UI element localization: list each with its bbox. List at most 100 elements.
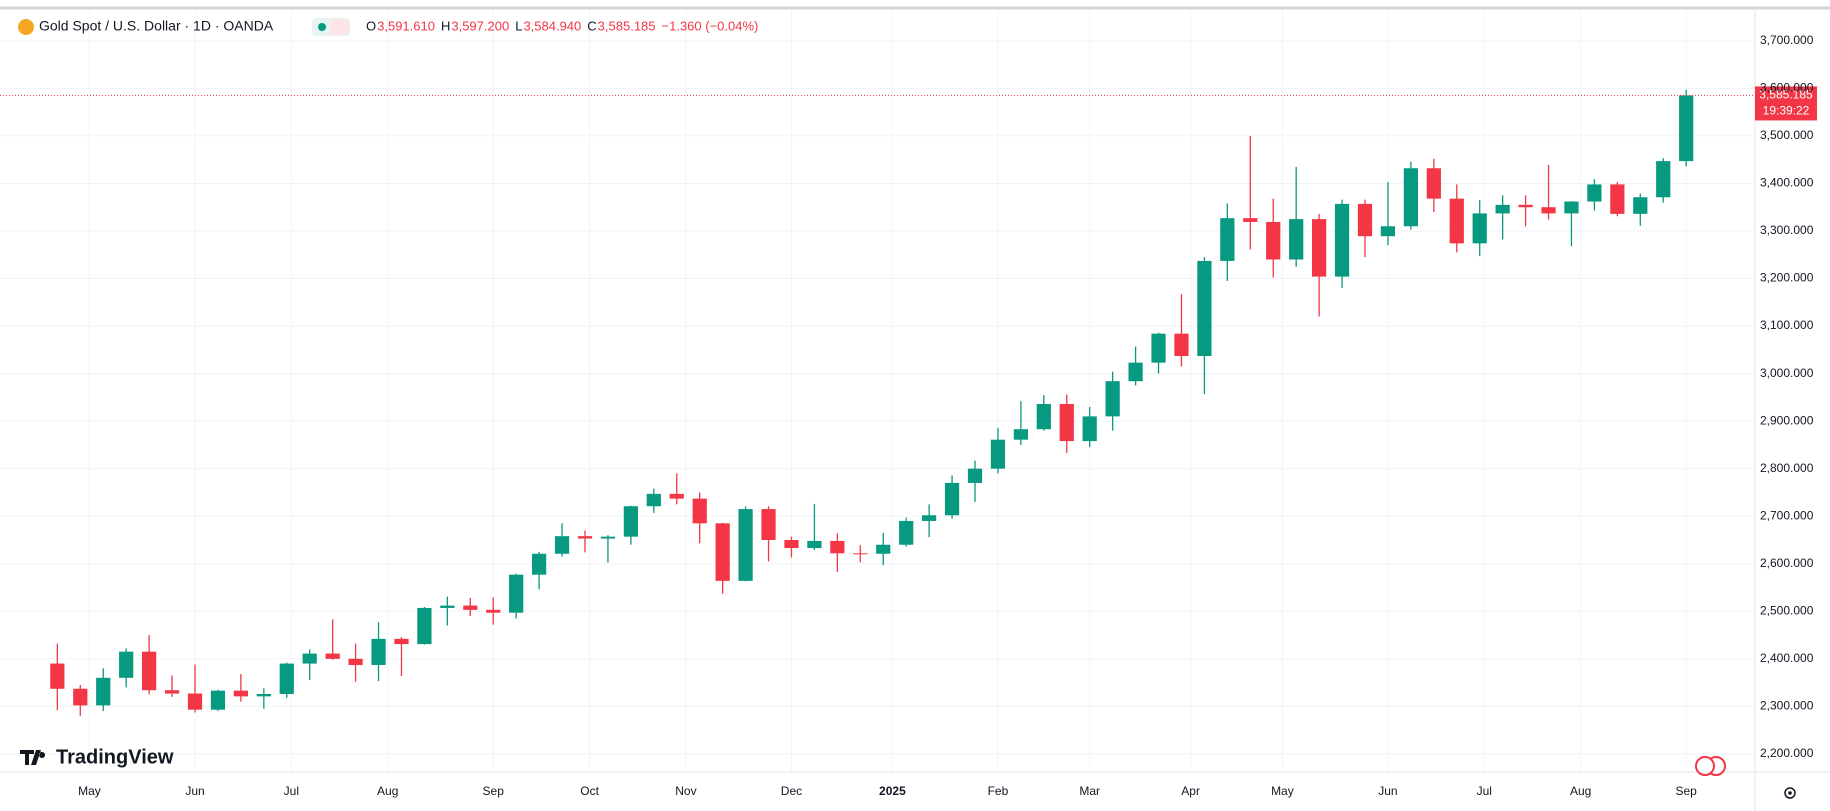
candle-body (715, 523, 730, 581)
x-tick-label: Jul (1477, 784, 1492, 798)
y-tick-label: 2,900.000 (1760, 413, 1814, 427)
candle-body (646, 493, 661, 507)
candle-body (1289, 219, 1304, 260)
last-price-box (1755, 86, 1817, 121)
candle-body (142, 651, 157, 691)
candle-body (1312, 219, 1327, 277)
candle-body (1266, 221, 1281, 260)
countdown: 19:39:22 (1763, 104, 1810, 118)
y-tick-label: 3,300.000 (1760, 223, 1814, 237)
x-tick-label: Oct (580, 784, 599, 798)
x-tick-label: Dec (781, 784, 802, 798)
candle-body (210, 690, 226, 710)
candle-body (669, 493, 684, 499)
candle-body (164, 690, 180, 694)
status-dot (318, 23, 326, 31)
x-tick-label: Mar (1079, 784, 1100, 798)
last-price-label: 3,585.185 (1759, 88, 1813, 102)
ohlc-key: C (587, 18, 596, 33)
candle-body (600, 536, 616, 539)
candle-body (623, 506, 638, 537)
grid (0, 9, 1755, 771)
y-tick-label: 2,200.000 (1760, 746, 1814, 760)
candle-body (96, 677, 111, 706)
candle-body (967, 468, 983, 483)
candle-body (1564, 201, 1579, 214)
candle-body (1128, 362, 1143, 382)
candle-body (394, 638, 409, 645)
candle-body (119, 651, 134, 678)
candle-body (922, 515, 937, 521)
x-tick-label: May (1271, 784, 1294, 798)
y-tick-label: 3,100.000 (1760, 318, 1814, 332)
candle-body (73, 688, 88, 706)
x-tick-label: Jul (284, 784, 299, 798)
y-tick-label: 2,700.000 (1760, 508, 1814, 522)
delay-badge (330, 19, 349, 35)
y-tick-label: 3,400.000 (1760, 176, 1814, 190)
candle-body (1472, 213, 1487, 244)
brand-logo: TradingView (20, 746, 174, 768)
flag-icon[interactable] (1695, 756, 1726, 776)
candle-body (1334, 203, 1350, 277)
candle-body (532, 553, 547, 575)
x-tick-label: Apr (1181, 784, 1200, 798)
ohlc-key: H (441, 18, 450, 33)
candle-body (325, 653, 340, 659)
candle-body (348, 658, 363, 665)
symbol-title[interactable]: Gold Spot / U.S. Dollar · 1D · OANDA (39, 18, 274, 34)
y-tick-label: 2,800.000 (1760, 461, 1814, 475)
x-tick-label: Feb (988, 784, 1009, 798)
candle-body (1518, 204, 1533, 208)
y-tick-label: 2,400.000 (1760, 651, 1814, 665)
candle-body (1679, 95, 1694, 162)
candle-body (1610, 184, 1625, 214)
y-tick-label: 3,000.000 (1760, 366, 1814, 380)
candle-body (738, 509, 753, 581)
ohlc-key: O (366, 18, 376, 33)
y-tick-label: 3,700.000 (1760, 33, 1814, 47)
candle-body (1449, 198, 1464, 244)
candle-body (256, 693, 271, 697)
candle-body (876, 544, 891, 554)
ohlc-value: 3,585.185 (598, 18, 656, 33)
ohlc-value: 3,591.610 (377, 18, 435, 33)
gear-center (1788, 791, 1792, 795)
candle-body (830, 540, 845, 554)
y-tick-label: 3,500.000 (1760, 128, 1814, 142)
candle-body (1151, 333, 1166, 363)
candle-body (990, 439, 1006, 469)
candle-body (463, 605, 478, 610)
x-tick-label: May (78, 784, 101, 798)
candle-body (1243, 218, 1258, 222)
y-tick-label: 2,500.000 (1760, 603, 1814, 617)
logo-mark (20, 750, 46, 765)
candle-body (187, 693, 203, 710)
change-value: −1.360 (−0.04%) (662, 18, 759, 33)
candle-body (577, 536, 593, 539)
settings-icon[interactable] (1784, 787, 1796, 799)
candle-body (1357, 203, 1373, 237)
candle-body (1059, 404, 1074, 442)
x-tick-label: Sep (483, 784, 505, 798)
candle-body (1082, 416, 1097, 442)
candle-body (50, 663, 65, 689)
candle-body (944, 482, 960, 516)
y-tick-label: 2,600.000 (1760, 556, 1814, 570)
candle-body (1036, 404, 1051, 430)
candle-body (1656, 161, 1671, 198)
x-tick-label: Aug (377, 784, 398, 798)
candle-body (279, 663, 294, 694)
x-tick-label: Jun (185, 784, 204, 798)
x-tick-label: 2025 (879, 784, 906, 798)
candle-body (440, 605, 455, 608)
gear (1784, 787, 1796, 799)
candle-body (1380, 226, 1396, 237)
candle-body (807, 540, 822, 549)
candle-body (1174, 333, 1189, 357)
x-tick-label: Nov (675, 784, 696, 798)
symbol-icon (18, 19, 34, 35)
candle-body (1541, 207, 1556, 214)
